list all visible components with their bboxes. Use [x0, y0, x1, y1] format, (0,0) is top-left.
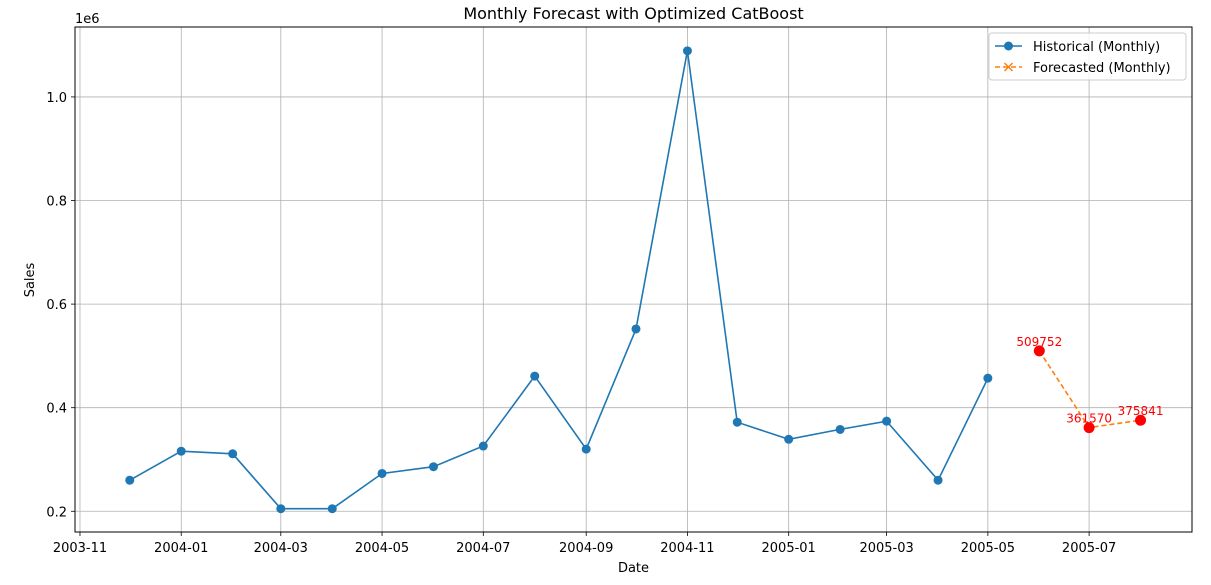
y-tick-label: 1.0	[46, 91, 67, 106]
x-tick-label: 2004-11	[660, 541, 714, 556]
y-tick-label: 0.4	[46, 402, 67, 417]
x-tick-label: 2004-03	[254, 541, 308, 556]
legend-forecast-marker	[1003, 62, 1014, 72]
plot-area-frame	[74, 26, 1193, 533]
historical-series-line	[129, 50, 989, 510]
historical-point	[983, 373, 993, 383]
x-tick-label: 2005-01	[762, 541, 816, 556]
grid	[75, 27, 1192, 532]
historical-point	[228, 449, 238, 459]
legend-historical-marker	[1004, 41, 1013, 51]
historical-point	[581, 444, 591, 454]
axis-ticks: 2003-11 2004-01 2004-03 2004-05 2004-07 2004-…	[46, 91, 1116, 556]
historical-point	[732, 417, 742, 427]
historical-point	[933, 475, 943, 485]
forecast-value-label: 361570	[1066, 412, 1112, 426]
historical-point	[682, 46, 692, 56]
y-tick-label: 0.8	[46, 195, 67, 210]
x-tick-label: 2005-03	[859, 541, 913, 556]
legend-historical-label: Historical (Monthly)	[1033, 40, 1160, 55]
legend-box	[988, 32, 1187, 81]
legend: Historical (Monthly) Forecasted (Monthly…	[988, 32, 1187, 81]
historical-point	[176, 446, 186, 456]
x-tick-label: 2005-05	[961, 541, 1015, 556]
historical-point	[530, 371, 540, 381]
x-tick-label: 2004-07	[456, 541, 510, 556]
x-tick-label: 2004-05	[355, 541, 409, 556]
historical-point	[631, 324, 641, 334]
y-tick-label: 0.6	[46, 298, 67, 313]
historical-point	[377, 468, 387, 478]
y-tick-label: 0.2	[46, 505, 67, 520]
historical-point	[125, 475, 135, 485]
legend-forecast-label: Forecasted (Monthly)	[1033, 61, 1171, 76]
historical-point	[478, 441, 488, 451]
x-tick-label: 2004-09	[559, 541, 613, 556]
forecast-value-label: 375841	[1118, 404, 1164, 418]
forecast-point	[1135, 414, 1147, 426]
historical-point	[835, 424, 845, 434]
historical-point	[276, 504, 286, 514]
historical-point	[327, 504, 337, 514]
x-axis-label: Date	[618, 561, 649, 576]
historical-point	[429, 462, 439, 472]
x-tick-label: 2004-01	[154, 541, 208, 556]
y-axis-label: Sales	[23, 262, 38, 297]
annotations: 509752 361570 375841	[1016, 335, 1164, 434]
x-tick-label: 2003-11	[53, 541, 107, 556]
x-tick-label: 2005-07	[1062, 541, 1116, 556]
historical-point	[882, 416, 892, 426]
forecast-point	[1083, 422, 1095, 434]
chart-title: Monthly Forecast with Optimized CatBoost	[463, 4, 803, 23]
forecast-point	[1033, 345, 1045, 357]
historical-point	[784, 434, 794, 444]
forecast-value-label: 509752	[1016, 335, 1062, 349]
y-offset-label: 1e6	[75, 12, 100, 27]
